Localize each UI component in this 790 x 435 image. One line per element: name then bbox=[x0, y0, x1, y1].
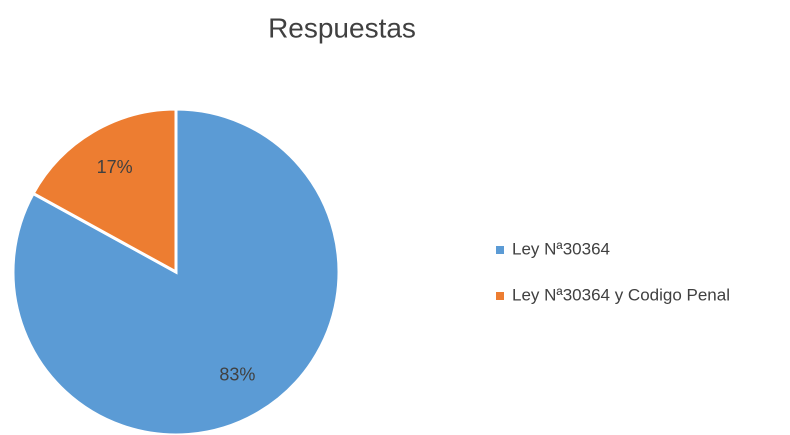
legend-label: Ley Nª30364 bbox=[512, 239, 610, 258]
data-label: 83% bbox=[219, 365, 255, 385]
data-label: 17% bbox=[97, 157, 133, 177]
legend-swatch bbox=[496, 246, 504, 254]
pie-slice bbox=[31, 107, 178, 275]
chart-title: Respuestas bbox=[268, 12, 416, 43]
legend-swatch bbox=[496, 292, 504, 300]
legend-label: Ley Nª30364 y Codigo Penal bbox=[512, 285, 730, 304]
